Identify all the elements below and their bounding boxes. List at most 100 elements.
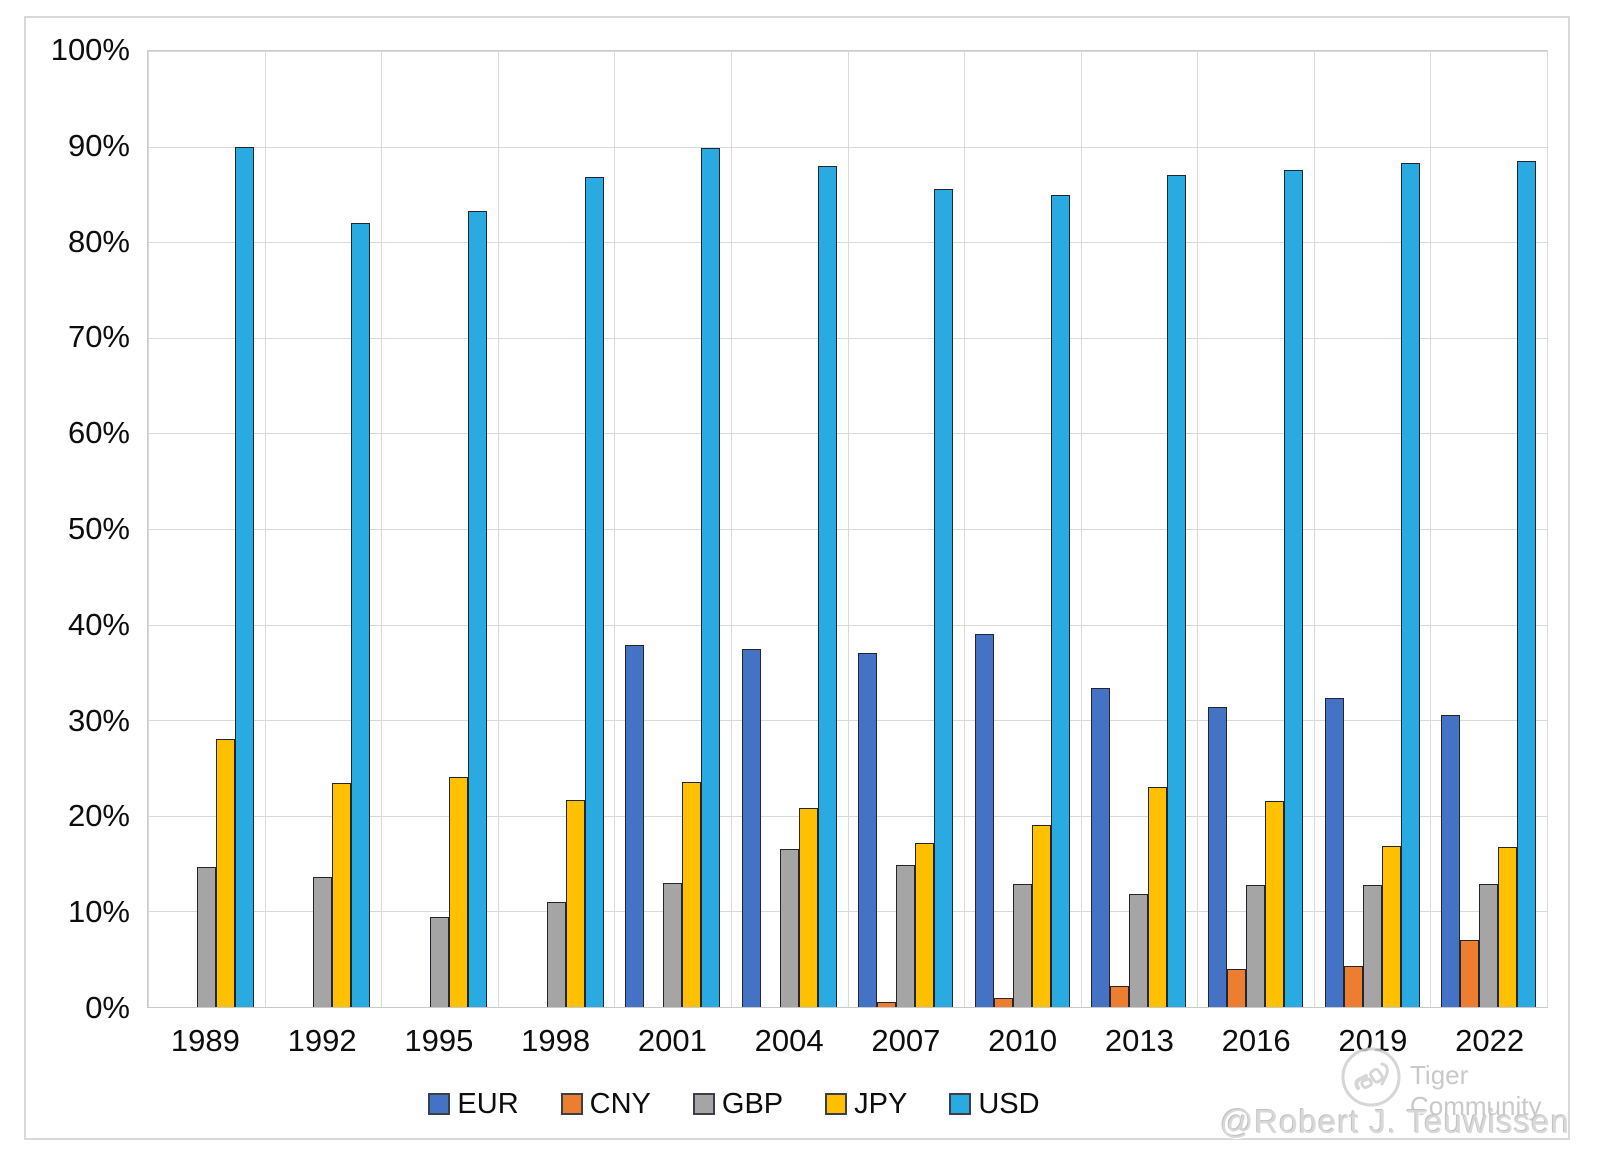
bars-layer	[148, 51, 1547, 1007]
bar-JPY-1989	[215, 739, 235, 1007]
tiger-community-logo-icon	[1341, 1047, 1401, 1107]
bar-JPY-2022	[1498, 847, 1518, 1007]
bar-GBP-2019	[1362, 884, 1382, 1007]
y-tick-label-0: 0%	[85, 990, 130, 1025]
bar-group-2019	[1314, 51, 1431, 1007]
bar-GBP-2004	[779, 849, 799, 1007]
gridline-vertical	[964, 51, 966, 1007]
bar-USD-2019	[1400, 162, 1420, 1007]
watermark-author: @Robert J. Teuwissen	[1219, 1103, 1570, 1140]
gridline-vertical	[1080, 51, 1082, 1007]
y-tick-label-100: 100%	[50, 32, 130, 67]
legend-label: CNY	[589, 1087, 651, 1120]
bar-JPY-2016	[1264, 800, 1284, 1007]
bar-USD-1989	[234, 146, 254, 1007]
x-tick-label-2013: 2013	[1104, 1023, 1174, 1058]
y-tick-label-10: 10%	[67, 894, 130, 930]
y-tick-label-40: 40%	[67, 606, 130, 642]
bar-group-1992	[265, 51, 382, 1007]
legend-label: GBP	[721, 1087, 784, 1120]
x-tick-label-1989: 1989	[170, 1023, 240, 1058]
x-tick-label-2022: 2022	[1455, 1023, 1525, 1058]
x-tick-label-2016: 2016	[1221, 1023, 1291, 1058]
y-tick-label-30: 30%	[67, 702, 130, 738]
bar-EUR-2010	[974, 634, 994, 1007]
legend-item-USD: USD	[949, 1087, 1040, 1121]
legend-swatch-GBP	[692, 1093, 715, 1115]
x-tick-label-2001: 2001	[637, 1023, 707, 1058]
bar-group-2022	[1430, 51, 1547, 1007]
bar-USD-2004	[817, 165, 837, 1007]
legend-label: USD	[978, 1087, 1040, 1120]
legend-swatch-JPY	[825, 1093, 848, 1115]
bar-EUR-2022	[1441, 715, 1461, 1007]
bar-group-1989	[148, 51, 265, 1007]
x-axis-labels: 1989 1992 1995 1998 2001 2004 2007 2010 2013 2016…	[147, 1021, 1548, 1061]
bar-CNY-2010	[993, 998, 1013, 1007]
x-tick-label-2010: 2010	[988, 1023, 1058, 1058]
bar-USD-2016	[1283, 169, 1303, 1007]
y-tick-label-70: 70%	[67, 319, 130, 355]
bar-JPY-1998	[565, 799, 585, 1007]
bar-GBP-2016	[1245, 884, 1265, 1007]
y-tick-label-50: 50%	[67, 511, 130, 546]
bar-CNY-2022	[1460, 940, 1480, 1007]
x-tick-label-1995: 1995	[404, 1023, 474, 1058]
bar-EUR-2004	[741, 649, 761, 1007]
y-axis-labels: 100% 90% 80% 70% 60% 50% 40% 30% 20% 10% 0%	[20, 32, 130, 1025]
x-axis-line	[148, 1007, 1547, 1008]
gridline-vertical	[730, 51, 732, 1007]
legend-swatch-CNY	[560, 1093, 583, 1115]
gridline-vertical	[497, 51, 499, 1007]
bar-group-1995	[381, 51, 498, 1007]
bar-JPY-2013	[1148, 787, 1168, 1007]
bar-GBP-2022	[1479, 883, 1499, 1007]
bar-EUR-2016	[1207, 706, 1227, 1007]
bar-EUR-2007	[858, 653, 878, 1007]
bar-JPY-2019	[1381, 846, 1401, 1007]
bar-group-2007	[847, 51, 964, 1007]
y-tick-label-90: 90%	[67, 127, 130, 163]
bar-EUR-2013	[1091, 687, 1111, 1007]
bar-GBP-1995	[429, 917, 449, 1007]
gridline-vertical	[381, 51, 383, 1007]
legend-item-GBP: GBP	[692, 1087, 784, 1121]
gridline-vertical	[1197, 51, 1199, 1007]
plot-area	[147, 50, 1548, 1008]
bar-JPY-1995	[448, 776, 468, 1007]
gridline-vertical	[847, 51, 849, 1007]
x-tick-label-2004: 2004	[754, 1023, 824, 1058]
x-tick-label-2007: 2007	[871, 1023, 941, 1058]
x-tick-label-1998: 1998	[521, 1023, 591, 1058]
bar-JPY-2001	[682, 782, 702, 1007]
legend-swatch-USD	[949, 1093, 972, 1115]
bar-USD-1995	[467, 210, 487, 1007]
bar-USD-2022	[1517, 160, 1537, 1007]
gridline-vertical	[148, 51, 149, 1007]
bar-JPY-2007	[915, 842, 935, 1007]
bar-group-2013	[1081, 51, 1198, 1007]
bar-group-1998	[498, 51, 615, 1007]
gridline-vertical	[1313, 51, 1315, 1007]
legend-swatch-EUR	[428, 1093, 451, 1115]
legend-item-CNY: CNY	[560, 1087, 651, 1121]
gridline-vertical	[1547, 51, 1548, 1007]
bar-USD-1992	[351, 223, 371, 1007]
bar-group-2010	[964, 51, 1081, 1007]
bar-JPY-2010	[1031, 825, 1051, 1007]
watermark-brand: Tiger Community	[1410, 1060, 1542, 1121]
gridline-vertical	[264, 51, 266, 1007]
bar-JPY-2004	[798, 808, 818, 1007]
y-tick-label-20: 20%	[67, 798, 130, 834]
bar-group-2001	[614, 51, 731, 1007]
legend: EUR CNY GBP JPY USD	[0, 1086, 1534, 1122]
legend-item-EUR: EUR	[428, 1087, 519, 1121]
gridline-vertical	[614, 51, 616, 1007]
bar-GBP-1989	[196, 867, 216, 1007]
bar-GBP-1998	[546, 901, 566, 1007]
legend-label: EUR	[457, 1087, 519, 1120]
bar-CNY-2016	[1226, 968, 1246, 1007]
bar-GBP-2010	[1012, 883, 1032, 1007]
bar-USD-1998	[584, 177, 604, 1007]
